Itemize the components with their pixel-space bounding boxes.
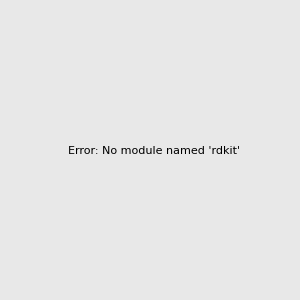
Text: Error: No module named 'rdkit': Error: No module named 'rdkit' bbox=[68, 146, 240, 157]
